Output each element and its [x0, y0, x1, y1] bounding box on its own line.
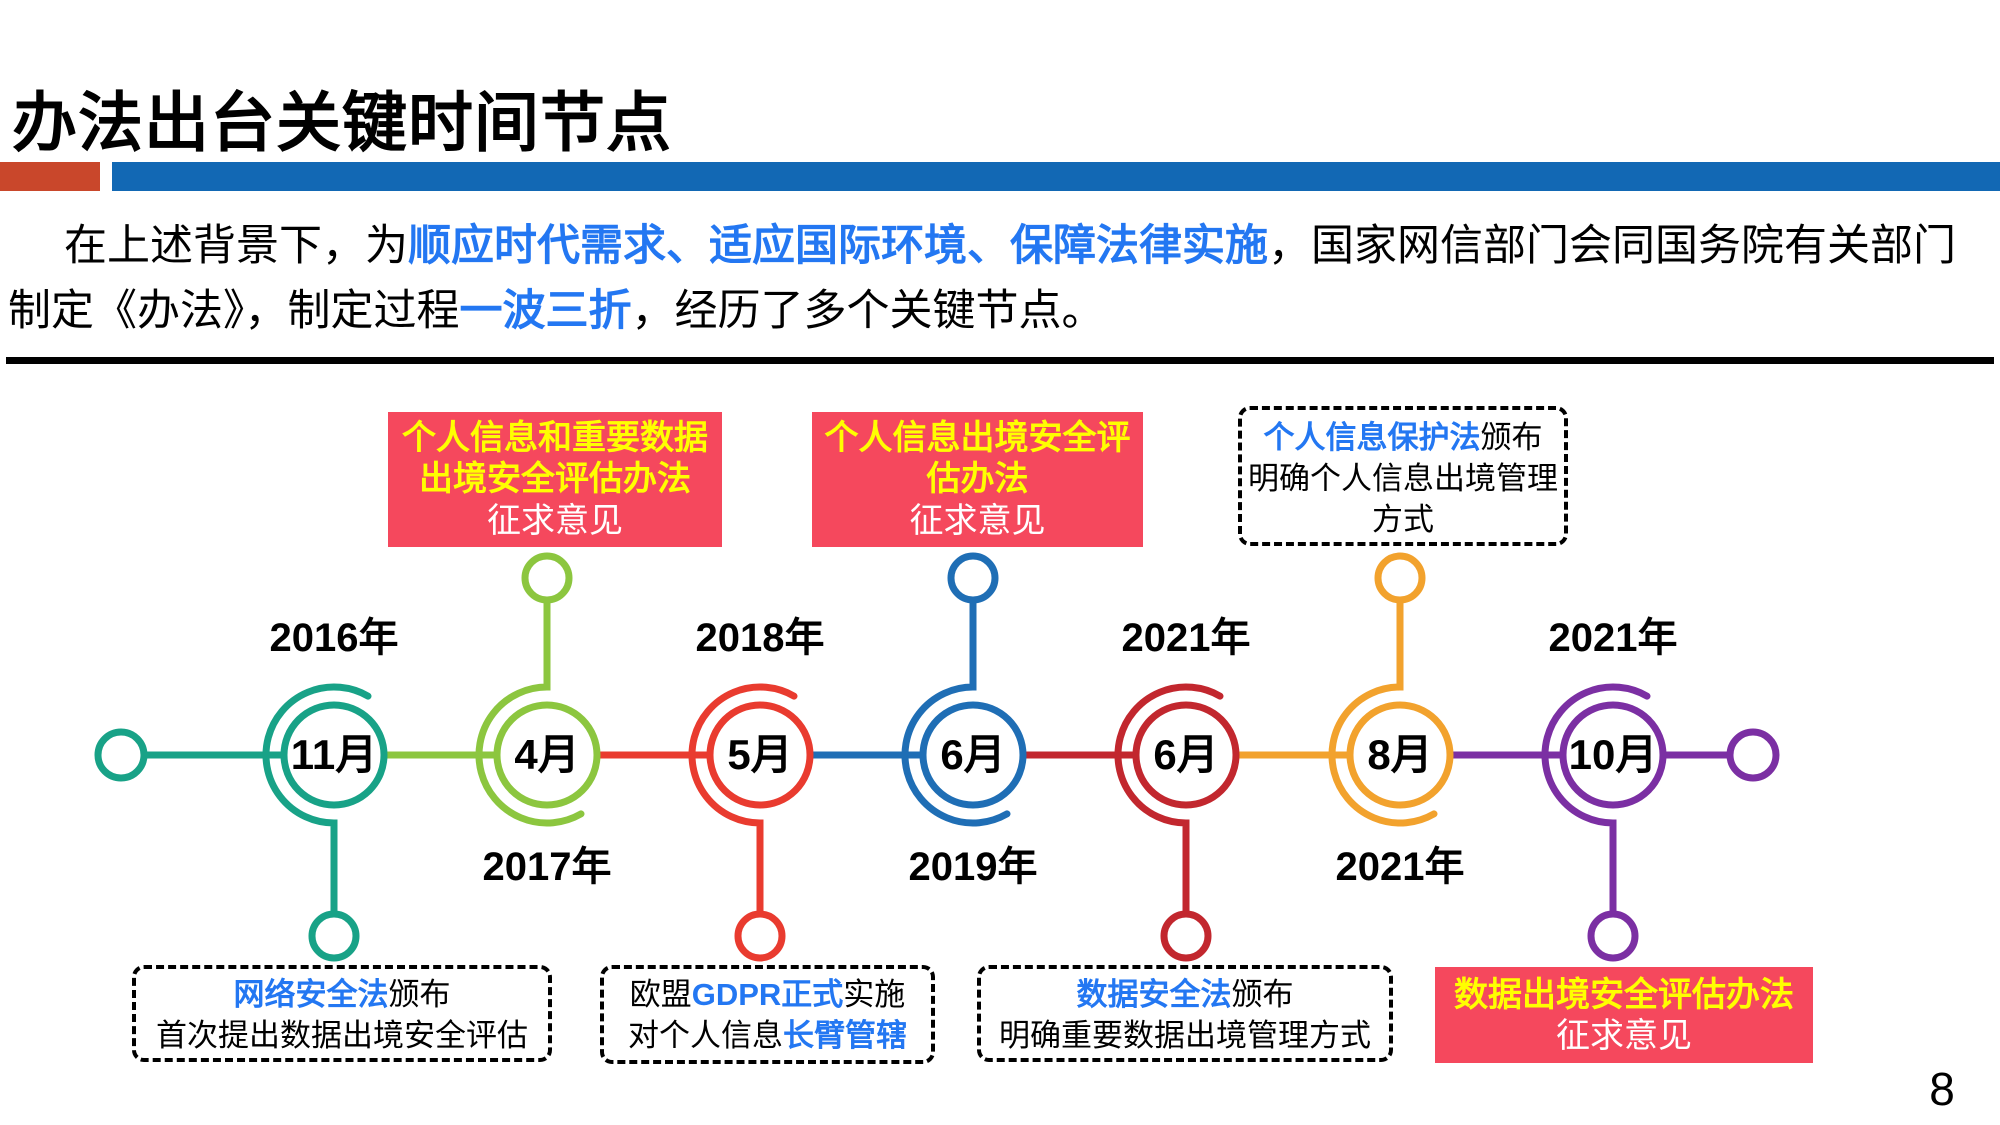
timeline-month-label: 6月 [1153, 731, 1219, 778]
title-accent-bar [0, 162, 100, 191]
timeline-node-arc [1328, 596, 1438, 827]
timeline-year-label: 2021年 [1335, 845, 1465, 889]
callout-box-pipl: 个人信息保护法颁布 明确个人信息出境管理方式 [1238, 406, 1568, 546]
timeline-year-label: 2017年 [482, 845, 612, 889]
text-run: 欧盟 [629, 977, 692, 1012]
text-run: 长臂管辖 [783, 1017, 907, 1053]
text-run: 颁布 [388, 977, 451, 1012]
callout-subtitle: 征求意见 [1556, 1017, 1692, 1056]
callout-title: 个人信息出境安全评估办法 [824, 419, 1131, 499]
timeline-month-label: 10月 [1568, 731, 1658, 778]
text-run: 首次提出数据出境安全评估 [156, 1017, 528, 1053]
timeline-node-circle [706, 701, 814, 809]
timeline-node-arc [901, 596, 1011, 827]
timeline-year-label: 2021年 [1548, 616, 1678, 660]
text-run: 明确重要数据出境管理方式 [999, 1017, 1371, 1053]
timeline-node-arc [262, 683, 372, 918]
timeline-month-label: 8月 [1367, 731, 1433, 778]
callout-line: 欧盟GDPR正式实施 [604, 975, 931, 1016]
timeline-node-circle [919, 701, 1027, 809]
timeline-node-circle [1559, 701, 1667, 809]
callout-box-data-export-assessment-measures: 数据出境安全评估办法 征求意见 [1435, 967, 1813, 1063]
timeline-year-label: 2016年 [269, 616, 399, 660]
text-run: 在上述背景下，为 [64, 222, 408, 270]
timeline-month-label: 11月 [290, 731, 378, 778]
divider-line [6, 357, 1994, 364]
callout-subtitle: 征求意见 [909, 501, 1046, 540]
timeline-month-label: 5月 [727, 731, 793, 778]
text-run: 网络安全法 [233, 977, 389, 1012]
text-run: ，经历了多个关键节点。 [631, 286, 1105, 335]
text-run: 个人信息保护法 [1263, 420, 1481, 455]
callout-box-pi-important-data-measures: 个人信息和重要数据出境安全评估办法 征求意见 [388, 412, 722, 547]
text-run: GDPR正式 [691, 977, 844, 1012]
callout-line: 对个人信息长臂管辖 [604, 1016, 931, 1057]
timeline-stem-dot [308, 910, 360, 962]
callout-line: 网络安全法颁布 [136, 975, 548, 1016]
callout-line: 明确个人信息出境管理方式 [1242, 459, 1564, 541]
text-run: 颁布 [1231, 977, 1294, 1012]
callout-box-gdpr: 欧盟GDPR正式实施 对个人信息长臂管辖 [600, 965, 935, 1064]
callout-line: 首次提出数据出境安全评估 [136, 1016, 548, 1057]
text-run: 明确个人信息出境管理方式 [1248, 460, 1558, 537]
title-underline-bar [112, 162, 2000, 191]
timeline-year-label: 2018年 [695, 616, 825, 660]
timeline-stem-dot [1160, 910, 1212, 962]
callout-title: 数据出境安全评估办法 [1454, 976, 1794, 1014]
timeline-node-circle [1346, 701, 1454, 809]
timeline-year-label: 2021年 [1121, 616, 1251, 660]
text-run: ，国家网信部门会同国务院有关部门制定《办法》，制定过程 [8, 222, 1956, 335]
timeline-node-circle [493, 701, 601, 809]
timeline-stem-dot [521, 552, 573, 604]
callout-line: 数据安全法颁布 [981, 975, 1389, 1016]
callout-box-pi-export-assessment-measures: 个人信息出境安全评估办法 征求意见 [812, 412, 1143, 547]
callout-line: 个人信息保护法颁布 [1242, 418, 1564, 459]
timeline-month-label: 4月 [514, 731, 580, 778]
timeline-end-dot [94, 728, 148, 782]
timeline-node-arc [475, 596, 585, 827]
text-run: 一波三折 [459, 286, 632, 335]
intro-paragraph: 在上述背景下，为顺应时代需求、适应国际环境、保障法律实施，国家网信部门会同国务院… [8, 214, 1992, 343]
timeline-node-arc [1114, 683, 1224, 918]
text-run: 实施 [843, 977, 906, 1012]
timeline-stem-dot [1374, 552, 1426, 604]
timeline-node-circle [280, 701, 388, 809]
text-run: 顺应时代需求、适应国际环境、保障法律实施 [408, 222, 1268, 270]
page-title: 办法出台关键时间节点 [12, 85, 673, 159]
timeline-node-arc [1541, 683, 1651, 918]
callout-box-cybersecurity-law: 网络安全法颁布 首次提出数据出境安全评估 [132, 965, 552, 1062]
timeline-stem-dot [734, 910, 786, 962]
callout-line: 明确重要数据出境管理方式 [981, 1016, 1389, 1057]
callout-box-data-security-law: 数据安全法颁布 明确重要数据出境管理方式 [977, 965, 1393, 1062]
page-number: 8 [1929, 1063, 1955, 1115]
text-run: 对个人信息 [628, 1017, 783, 1053]
timeline-node-arc [688, 683, 798, 918]
timeline-stem-dot [947, 552, 999, 604]
text-run: 颁布 [1480, 420, 1543, 455]
callout-subtitle: 征求意见 [487, 501, 623, 540]
text-run: 数据安全法 [1076, 977, 1232, 1012]
callout-title: 个人信息和重要数据出境安全评估办法 [402, 419, 708, 499]
timeline-node-circle [1132, 701, 1240, 809]
timeline-stem-dot [1587, 910, 1639, 962]
timeline-year-label: 2019年 [908, 845, 1038, 889]
timeline-month-label: 6月 [940, 731, 1006, 778]
timeline-end-dot [1726, 728, 1780, 782]
